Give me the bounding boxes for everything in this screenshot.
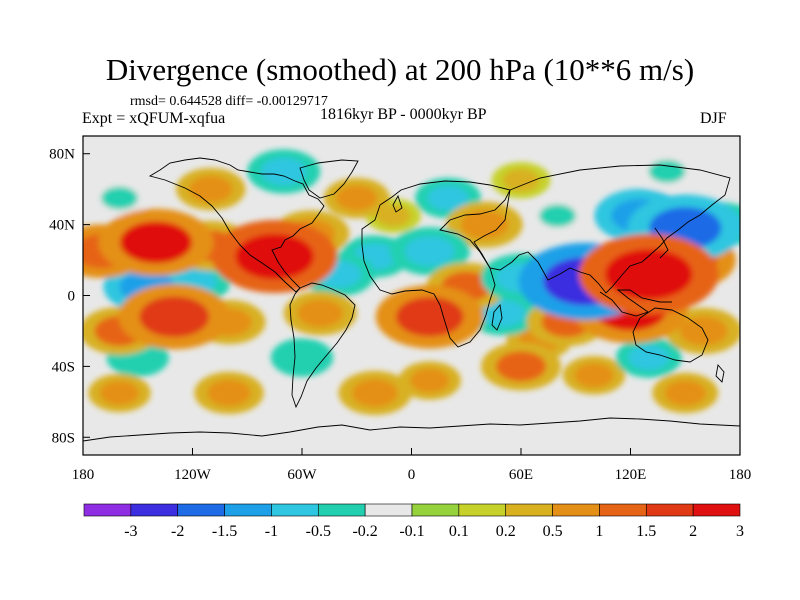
map-plot-area xyxy=(82,135,741,456)
colorbar-swatch xyxy=(364,503,413,517)
colorbar-swatch xyxy=(645,503,694,517)
colorbar-swatch xyxy=(130,503,179,517)
chart-title: Divergence (smoothed) at 200 hPa (10**6 … xyxy=(105,52,695,87)
colorbar: -3 -2 -1.5 -1 -0.5 -0.2 -0.1 0.1 0.2 0.5 1 1.5 2 3 xyxy=(83,503,744,540)
season-label: DJF xyxy=(700,110,727,127)
anomaly-blob xyxy=(336,185,378,211)
coastline-australia xyxy=(632,307,709,363)
colorbar-label: 2 xyxy=(689,523,697,540)
coastline-uk xyxy=(392,194,403,213)
x-tick-label: 180 xyxy=(729,467,752,483)
anomaly-blob xyxy=(235,233,314,280)
colorbar-label: -2 xyxy=(171,523,184,540)
anomaly-blob xyxy=(479,299,526,328)
coastline-south-america xyxy=(289,282,356,409)
experiment-label: Expt = xQFUM-xqfua xyxy=(82,110,226,127)
anomaly-blob xyxy=(282,345,322,370)
coastline-antarctica xyxy=(83,417,740,442)
coastlines xyxy=(83,157,740,442)
colorbar-swatch xyxy=(317,503,366,517)
anomaly-blob xyxy=(260,157,307,186)
colorbar-swatch xyxy=(271,503,319,517)
x-tick-label: 120W xyxy=(174,467,212,483)
colorbar-swatch xyxy=(458,503,507,517)
anomaly-blob xyxy=(628,344,670,371)
anomaly-blob xyxy=(139,296,210,338)
colorbar-label: -1.5 xyxy=(212,523,237,540)
colorbar-label: -0.2 xyxy=(352,523,377,540)
colorbar-swatch xyxy=(83,503,132,517)
y-tick-label: 40N xyxy=(49,218,75,234)
x-tick-label: 180 xyxy=(72,467,95,483)
colorbar-swatch xyxy=(411,503,460,517)
y-tick-label: 40S xyxy=(52,359,75,375)
anomaly-blob xyxy=(460,210,509,240)
anomaly-blob xyxy=(352,379,398,407)
anomaly-blob xyxy=(120,221,192,264)
colorbar-label: 1 xyxy=(595,523,603,540)
anomaly-blob xyxy=(664,380,706,406)
x-tick-label: 120E xyxy=(615,467,647,483)
y-axis: 80N 40N 0 40S 80S xyxy=(49,147,90,446)
colorbar-label: -0.1 xyxy=(399,523,424,540)
coastline-indonesia xyxy=(599,289,672,317)
colorbar-swatch xyxy=(552,503,600,517)
anomaly-blob xyxy=(427,185,469,211)
anomaly-blob xyxy=(189,175,233,203)
colorbar-label: 0.5 xyxy=(543,523,563,540)
rmsd-diff-label: rmsd= 0.644528 diff= -0.00129717 xyxy=(130,94,328,109)
x-tick-label: 0 xyxy=(408,467,416,483)
anomaly-blob xyxy=(648,160,686,183)
colorbar-swatch xyxy=(505,503,553,517)
colorbar-label: -1 xyxy=(265,523,278,540)
period-label: 1816kyr BP - 0000kyr BP xyxy=(320,106,487,123)
y-tick-label: 80N xyxy=(49,147,75,163)
colorbar-swatch xyxy=(224,503,272,517)
anomaly-blob xyxy=(395,296,464,337)
colorbar-swatch xyxy=(599,503,647,517)
y-tick-label: 80S xyxy=(52,430,75,446)
colorbar-label: 3 xyxy=(736,523,744,540)
anomaly-blob xyxy=(297,299,344,328)
coastline-asia xyxy=(473,164,731,294)
coastline-greenland xyxy=(299,159,359,199)
anomaly-blob xyxy=(574,363,614,388)
colorbar-label: -3 xyxy=(124,523,137,540)
coastline-japan xyxy=(654,227,669,259)
colorbar-swatch xyxy=(692,503,741,517)
anomaly-blob xyxy=(410,368,450,393)
anomaly-blob xyxy=(101,186,138,210)
anomaly-blob xyxy=(375,204,411,227)
anomaly-blob xyxy=(496,351,546,382)
anomaly-blob xyxy=(502,168,540,192)
coastline-madagascar xyxy=(491,303,503,331)
colorbar-label: 0.2 xyxy=(496,523,516,540)
anomaly-blob xyxy=(539,204,576,228)
anomaly-blob xyxy=(207,379,251,407)
anomaly-blob xyxy=(404,236,455,267)
anomaly-blob xyxy=(605,249,693,300)
x-tick-label: 60E xyxy=(509,467,533,483)
anomaly-field xyxy=(83,149,740,416)
x-tick-label: 60W xyxy=(287,467,317,483)
colorbar-swatch xyxy=(177,503,225,517)
x-axis: 180 120W 60W 0 60E 120E 180 xyxy=(72,448,752,483)
anomaly-blob xyxy=(100,380,139,405)
y-tick-label: 0 xyxy=(68,289,76,305)
colorbar-label: 0.1 xyxy=(449,523,469,540)
colorbar-label: 1.5 xyxy=(636,523,656,540)
colorbar-label: -0.5 xyxy=(306,523,331,540)
coastline-new-zealand xyxy=(715,363,725,383)
